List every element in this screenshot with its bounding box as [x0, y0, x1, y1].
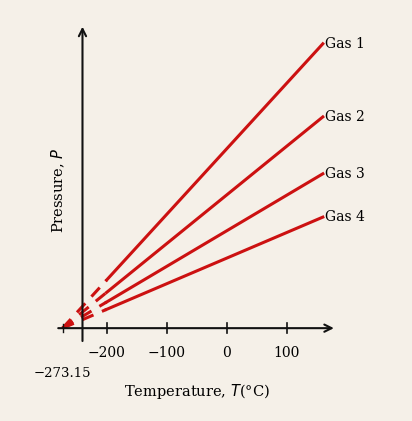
- Text: Gas 2: Gas 2: [325, 110, 364, 124]
- Text: −273.15: −273.15: [34, 367, 91, 380]
- Text: −200: −200: [88, 346, 126, 360]
- Text: Gas 3: Gas 3: [325, 167, 364, 181]
- Text: −100: −100: [147, 346, 185, 360]
- Text: Gas 4: Gas 4: [325, 210, 365, 224]
- Text: Gas 1: Gas 1: [325, 37, 365, 51]
- Text: 0: 0: [222, 346, 231, 360]
- Text: Temperature, $T$(°C): Temperature, $T$(°C): [124, 382, 269, 401]
- Text: Pressure, $P$: Pressure, $P$: [49, 147, 67, 233]
- Text: 100: 100: [274, 346, 300, 360]
